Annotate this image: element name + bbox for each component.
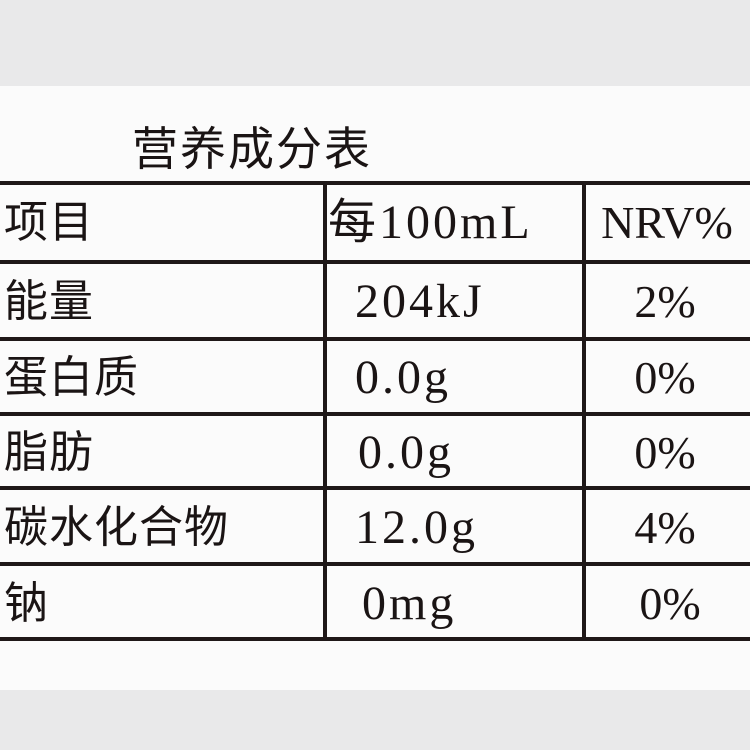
row-item: 脂肪 [4, 427, 94, 478]
table-border-bottom [0, 637, 750, 641]
row-value: 12.0g [355, 501, 478, 554]
row-divider [0, 486, 750, 490]
row-divider [0, 260, 750, 264]
nutrition-label [0, 86, 750, 690]
header-item: 项目 [4, 197, 94, 248]
row-item: 钠 [4, 578, 49, 629]
row-nrv: 2% [634, 276, 696, 327]
row-value: 0.0g [355, 351, 451, 404]
column-divider [323, 181, 327, 641]
row-nrv: 0% [634, 352, 696, 403]
row-item: 蛋白质 [4, 352, 139, 403]
row-value: 204kJ [355, 275, 485, 328]
column-divider [582, 181, 586, 641]
row-value: 0.0g [358, 426, 454, 479]
row-divider [0, 337, 750, 341]
row-nrv: 4% [634, 502, 696, 553]
header-per-100ml: 每100mL [328, 196, 533, 249]
table-title: 营养成分表 [132, 122, 372, 176]
row-value: 0mg [362, 577, 457, 630]
row-item: 能量 [4, 276, 94, 327]
header-nrv: NRV% [601, 197, 733, 248]
row-divider [0, 412, 750, 416]
row-nrv: 0% [639, 578, 701, 629]
table-border-top [0, 181, 750, 185]
row-item: 碳水化合物 [4, 502, 229, 553]
row-nrv: 0% [634, 427, 696, 478]
row-divider [0, 562, 750, 566]
